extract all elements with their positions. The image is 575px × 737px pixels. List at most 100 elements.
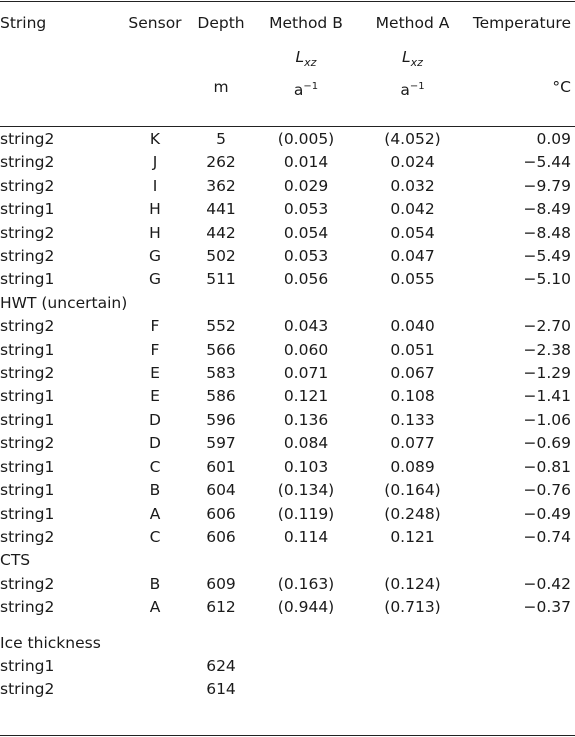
cell-string: string1 [0, 457, 55, 476]
cell-temperature: −9.79 [523, 176, 572, 195]
cell-method-b: 0.029 [283, 176, 329, 195]
cell-temperature: −0.69 [523, 434, 572, 453]
cell-string: string1 [0, 340, 55, 359]
cell-sensor: K [149, 130, 161, 148]
table-row: string1 D 596 0.136 0.133 −1.06 [0, 409, 575, 432]
cell-string: string2 [0, 130, 55, 148]
cell-temperature: −5.49 [523, 247, 572, 266]
rate-unit-exp: −1 [409, 81, 425, 92]
cell-method-a: 0.040 [390, 317, 435, 336]
table-row: string2 I 362 0.029 0.032 −9.79 [0, 175, 575, 198]
cell-sensor: H [149, 200, 161, 219]
cell-method-a: 0.077 [390, 434, 435, 453]
cell-temperature: −0.81 [523, 457, 572, 476]
group-row: CTS [0, 549, 575, 572]
header-depth: Depth [197, 14, 245, 32]
depth-unit: m [213, 78, 229, 96]
cell-method-a: 0.133 [390, 410, 435, 429]
bottom-rule [0, 735, 575, 736]
cell-string: string2 [0, 176, 55, 195]
cell-temperature: −1.29 [523, 364, 572, 383]
cell-depth: 5 [216, 130, 226, 148]
cell-sensor: J [152, 153, 158, 172]
table-row: string1 B 604 (0.134) (0.164) −0.76 [0, 479, 575, 502]
cell-sensor: D [149, 410, 161, 429]
cell-method-b: 0.136 [283, 410, 329, 429]
cell-method-a: 0.054 [390, 223, 435, 242]
cell-temperature: −0.37 [523, 598, 572, 617]
cell-depth: 502 [206, 247, 236, 266]
cell-temperature: −1.06 [523, 410, 572, 429]
table-row: string2 D 597 0.084 0.077 −0.69 [0, 432, 575, 455]
cell-method-b: 0.103 [283, 457, 329, 476]
cell-sensor: B [149, 574, 161, 593]
table-row: string2 C 606 0.114 0.121 −0.74 [0, 526, 575, 549]
cell-depth: 624 [206, 656, 236, 675]
cell-method-a: 0.042 [390, 200, 435, 219]
cell-string: string2 [0, 223, 55, 242]
table-row: string1 624 [0, 655, 575, 678]
cell-method-b: 0.084 [283, 434, 329, 453]
cell-method-a: 0.121 [390, 527, 435, 546]
header-temperature: Temperature [472, 14, 571, 32]
table-row: string2 H 442 0.054 0.054 −8.48 [0, 222, 575, 245]
cell-sensor: H [149, 223, 161, 242]
cell-method-b [252, 655, 360, 678]
cell-temperature: −0.76 [523, 481, 572, 500]
cell-sensor: G [148, 247, 161, 266]
table-header: String Sensor Depth Method B Method A Te… [0, 12, 575, 128]
cell-temperature: −0.49 [523, 504, 572, 523]
cell-string: string2 [0, 574, 55, 593]
cell-depth: 597 [206, 434, 236, 453]
header-method-a: Method A [375, 14, 450, 32]
cell-method-b: (0.134) [277, 481, 335, 500]
rate-unit-b: a−1 [252, 76, 360, 110]
cell-depth: 442 [206, 223, 236, 242]
cell-string: string2 [0, 680, 55, 699]
cell-method-a: 0.108 [390, 387, 435, 406]
cell-depth: 583 [206, 364, 236, 383]
cell-string: string1 [0, 656, 55, 675]
cell-method-a: 0.047 [390, 247, 435, 266]
cell-string: string1 [0, 387, 55, 406]
group-label: HWT (uncertain) [0, 293, 128, 312]
cell-temperature: −5.44 [523, 153, 572, 172]
cell-method-a: (0.713) [384, 598, 441, 617]
cell-method-b: 0.043 [283, 317, 329, 336]
table-row: string2 E 583 0.071 0.067 −1.29 [0, 362, 575, 385]
cell-method-a: 0.055 [390, 270, 435, 289]
group-row: Ice thickness [0, 620, 575, 655]
cell-string: string1 [0, 504, 55, 523]
cell-temperature: −2.38 [523, 340, 572, 359]
cell-depth: 552 [206, 317, 236, 336]
header-rule [0, 126, 575, 127]
cell-string: string1 [0, 410, 55, 429]
cell-method-a: 0.024 [390, 153, 435, 172]
cell-sensor: E [150, 364, 160, 383]
cell-sensor: E [150, 387, 160, 406]
table-row: string2 614 [0, 678, 575, 701]
rate-unit-base: a [293, 81, 304, 100]
cell-string: string2 [0, 598, 55, 617]
table-row: string2 B 609 (0.163) (0.124) −0.42 [0, 573, 575, 596]
table-body: string2 K 5 (0.005) (4.052) 0.09 string2 J 262 0.… [0, 128, 575, 702]
table-row: string1 A 606 (0.119) (0.248) −0.49 [0, 503, 575, 526]
cell-depth: 511 [206, 270, 236, 289]
group-label: Ice thickness [0, 633, 101, 652]
rate-unit-a: a−1 [360, 76, 465, 110]
cell-method-a [360, 655, 465, 678]
cell-sensor: I [152, 176, 158, 195]
cell-sensor: A [149, 598, 161, 617]
cell-method-a: 0.032 [390, 176, 435, 195]
rate-unit-exp: −1 [303, 81, 319, 92]
group-row: HWT (uncertain) [0, 292, 575, 315]
lxz-symbol: L [295, 48, 305, 66]
cell-depth: 601 [206, 457, 236, 476]
table-row: string1 F 566 0.060 0.051 −2.38 [0, 339, 575, 362]
cell-depth: 606 [206, 527, 236, 546]
table-row: string2 J 262 0.014 0.024 −5.44 [0, 151, 575, 174]
header-lxz-a: Lxz [360, 46, 465, 76]
cell-method-b: (0.119) [277, 504, 335, 523]
cell-method-b: (0.005) [277, 130, 335, 148]
cell-depth: 262 [206, 153, 236, 172]
